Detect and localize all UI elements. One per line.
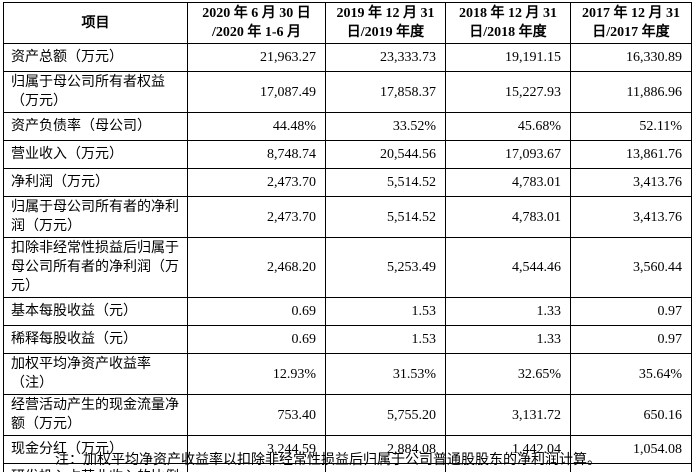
cell-value: 4,544.46 bbox=[445, 237, 571, 298]
table-row: 扣除非经常性损益后归属于母公司所有者的净利润（万元） 2,468.20 5,25… bbox=[3, 237, 692, 298]
table-row: 净利润（万元） 2,473.70 5,514.52 4,783.01 3,413… bbox=[3, 168, 692, 197]
cell-value: 753.40 bbox=[187, 394, 326, 436]
cell-value: 32.65% bbox=[445, 353, 571, 395]
row-label: 加权平均净资产收益率（注） bbox=[3, 353, 188, 395]
cell-value: 5,755.20 bbox=[325, 394, 446, 436]
column-header-2017: 2017 年 12 月 31 日/2017 年度 bbox=[570, 2, 692, 44]
cell-value: 23,333.73 bbox=[325, 43, 446, 72]
table-row: 资产负债率（母公司） 44.48% 33.52% 45.68% 52.11% bbox=[3, 112, 692, 141]
cell-value: 3,413.76 bbox=[570, 196, 692, 238]
cell-value: 44.48% bbox=[187, 112, 326, 141]
cell-value: 4,783.01 bbox=[445, 168, 571, 197]
financial-summary-table: 项目 2020 年 6 月 30 日 /2020 年 1-6 月 2019 年 … bbox=[3, 2, 692, 472]
cell-value: 17,858.37 bbox=[325, 71, 446, 113]
table-row: 现金分红（万元） 3,244.59 2,884.08 1,442.04 1,05… bbox=[3, 435, 692, 464]
footnote: 注：加权平均净资产收益率以扣除非经常性损益后归属于公司普通股股东的净利润计算。 bbox=[55, 453, 601, 468]
table-row: 研发投入占营业收入的比例 10.99% 10.55% 11.93% 10.12% bbox=[3, 463, 692, 472]
cell-value: 1.53 bbox=[325, 297, 446, 326]
column-header-2019: 2019 年 12 月 31 日/2019 年度 bbox=[325, 2, 446, 44]
table-header-row: 项目 2020 年 6 月 30 日 /2020 年 1-6 月 2019 年 … bbox=[3, 2, 692, 44]
cell-value: 8,748.74 bbox=[187, 140, 326, 169]
table-row: 稀释每股收益（元） 0.69 1.53 1.33 0.97 bbox=[3, 325, 692, 354]
column-header-item: 项目 bbox=[3, 2, 188, 44]
row-label: 归属于母公司所有者权益（万元） bbox=[3, 71, 188, 113]
cell-value: 16,330.89 bbox=[570, 43, 692, 72]
table-row: 营业收入（万元） 8,748.74 20,544.56 17,093.67 13… bbox=[3, 140, 692, 169]
cell-value: 1.33 bbox=[445, 325, 571, 354]
cell-value: 33.52% bbox=[325, 112, 446, 141]
cell-value: 52.11% bbox=[570, 112, 692, 141]
cell-value: 3,560.44 bbox=[570, 237, 692, 298]
cell-value: 5,514.52 bbox=[325, 168, 446, 197]
cell-value: 0.97 bbox=[570, 325, 692, 354]
row-label: 资产总额（万元） bbox=[3, 43, 188, 72]
cell-value: 0.97 bbox=[570, 297, 692, 326]
cell-value: 11,886.96 bbox=[570, 71, 692, 113]
cell-value: 5,514.52 bbox=[325, 196, 446, 238]
cell-value: 17,093.67 bbox=[445, 140, 571, 169]
table-row: 经营活动产生的现金流量净额（万元） 753.40 5,755.20 3,131.… bbox=[3, 394, 692, 436]
row-label: 扣除非经常性损益后归属于母公司所有者的净利润（万元） bbox=[3, 237, 188, 298]
cell-value: 3,413.76 bbox=[570, 168, 692, 197]
cell-value: 17,087.49 bbox=[187, 71, 326, 113]
column-header-2018: 2018 年 12 月 31 日/2018 年度 bbox=[445, 2, 571, 44]
row-label: 净利润（万元） bbox=[3, 168, 188, 197]
row-label: 基本每股收益（元） bbox=[3, 297, 188, 326]
cell-value: 20,544.56 bbox=[325, 140, 446, 169]
table-row: 归属于母公司所有者权益（万元） 17,087.49 17,858.37 15,2… bbox=[3, 71, 692, 113]
table-row: 加权平均净资产收益率（注） 12.93% 31.53% 32.65% 35.64… bbox=[3, 353, 692, 395]
row-label: 营业收入（万元） bbox=[3, 140, 188, 169]
row-label: 稀释每股收益（元） bbox=[3, 325, 188, 354]
cell-value: 1.33 bbox=[445, 297, 571, 326]
cell-value: 35.64% bbox=[570, 353, 692, 395]
row-label: 经营活动产生的现金流量净额（万元） bbox=[3, 394, 188, 436]
table-row: 资产总额（万元） 21,963.27 23,333.73 19,191.15 1… bbox=[3, 43, 692, 72]
cell-value: 0.69 bbox=[187, 297, 326, 326]
column-header-2020: 2020 年 6 月 30 日 /2020 年 1-6 月 bbox=[187, 2, 326, 44]
cell-value: 21,963.27 bbox=[187, 43, 326, 72]
cell-value: 5,253.49 bbox=[325, 237, 446, 298]
cell-value: 3,131.72 bbox=[445, 394, 571, 436]
row-label: 现金分红（万元） bbox=[3, 435, 188, 464]
cell-value: 2,473.70 bbox=[187, 196, 326, 238]
table-row: 归属于母公司所有者的净利润（万元） 2,473.70 5,514.52 4,78… bbox=[3, 196, 692, 238]
cell-value: 650.16 bbox=[570, 394, 692, 436]
cell-value: 1,442.04 bbox=[445, 435, 571, 464]
cell-value: 19,191.15 bbox=[445, 43, 571, 72]
table-row: 基本每股收益（元） 0.69 1.53 1.33 0.97 bbox=[3, 297, 692, 326]
cell-value: 2,473.70 bbox=[187, 168, 326, 197]
cell-value: 4,783.01 bbox=[445, 196, 571, 238]
row-label: 资产负债率（母公司） bbox=[3, 112, 188, 141]
cell-value: 2,468.20 bbox=[187, 237, 326, 298]
cell-value: 12.93% bbox=[187, 353, 326, 395]
cell-value: 15,227.93 bbox=[445, 71, 571, 113]
cell-value: 31.53% bbox=[325, 353, 446, 395]
cell-value: 1,054.08 bbox=[570, 435, 692, 464]
cell-value: 0.69 bbox=[187, 325, 326, 354]
cell-value: 3,244.59 bbox=[187, 435, 326, 464]
cell-value: 1.53 bbox=[325, 325, 446, 354]
row-label: 归属于母公司所有者的净利润（万元） bbox=[3, 196, 188, 238]
cell-value: 10.12% bbox=[570, 463, 692, 472]
cell-value: 45.68% bbox=[445, 112, 571, 141]
cell-value: 13,861.76 bbox=[570, 140, 692, 169]
